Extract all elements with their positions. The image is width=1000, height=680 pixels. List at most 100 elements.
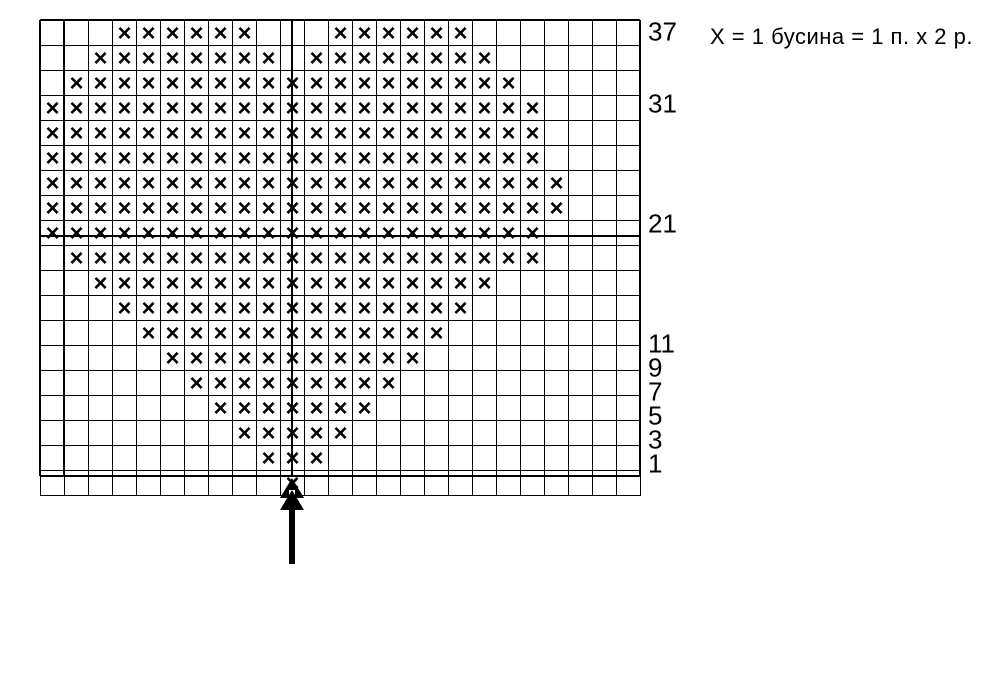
x-mark-icon: × (117, 197, 131, 221)
x-mark-icon: × (501, 222, 515, 246)
grid-cell (617, 296, 641, 321)
x-mark-icon: × (189, 72, 203, 96)
center-arrow-icon (272, 478, 312, 568)
grid-cell (617, 371, 641, 396)
x-mark-icon: × (261, 47, 275, 71)
x-mark-icon: × (285, 97, 299, 121)
x-mark-icon: × (309, 172, 323, 196)
x-mark-icon: × (165, 322, 179, 346)
grid-cell: × (233, 96, 257, 121)
x-mark-icon: × (213, 247, 227, 271)
grid-cell: × (137, 96, 161, 121)
grid-cell: × (209, 171, 233, 196)
x-mark-icon: × (501, 247, 515, 271)
grid-cell (161, 396, 185, 421)
grid-cell: × (521, 146, 545, 171)
grid-cell: × (353, 96, 377, 121)
grid-cell (617, 321, 641, 346)
grid-cell: × (185, 296, 209, 321)
grid-cell (473, 371, 497, 396)
x-mark-icon: × (237, 397, 251, 421)
x-mark-icon: × (453, 122, 467, 146)
grid-cell: × (257, 246, 281, 271)
x-mark-icon: × (357, 197, 371, 221)
grid-cell (569, 146, 593, 171)
x-mark-icon: × (189, 222, 203, 246)
x-mark-icon: × (165, 347, 179, 371)
grid-cell: × (209, 121, 233, 146)
grid-cell: × (233, 221, 257, 246)
grid-cell (281, 46, 305, 71)
x-mark-icon: × (429, 322, 443, 346)
grid-cell: × (257, 196, 281, 221)
grid-cell (65, 21, 89, 46)
grid-cell: × (233, 371, 257, 396)
x-mark-icon: × (429, 222, 443, 246)
x-mark-icon: × (141, 197, 155, 221)
grid-cell (497, 296, 521, 321)
x-mark-icon: × (261, 347, 275, 371)
grid-cell (41, 271, 65, 296)
grid-cell (569, 396, 593, 421)
x-mark-icon: × (141, 247, 155, 271)
x-mark-icon: × (237, 147, 251, 171)
x-mark-icon: × (285, 272, 299, 296)
x-mark-icon: × (477, 172, 491, 196)
grid-cell: × (377, 246, 401, 271)
x-mark-icon: × (237, 197, 251, 221)
x-mark-icon: × (93, 172, 107, 196)
grid-cell: × (185, 321, 209, 346)
grid-cell: × (425, 46, 449, 71)
grid-cell: × (89, 46, 113, 71)
x-mark-icon: × (117, 272, 131, 296)
grid-cell (113, 421, 137, 446)
x-mark-icon: × (237, 247, 251, 271)
x-mark-icon: × (285, 72, 299, 96)
grid-cell: × (329, 321, 353, 346)
grid-cell: × (137, 121, 161, 146)
grid-cell: × (65, 146, 89, 171)
grid-cell: × (401, 346, 425, 371)
grid-cell: × (401, 71, 425, 96)
x-mark-icon: × (453, 97, 467, 121)
x-mark-icon: × (117, 22, 131, 46)
grid-cell: × (113, 21, 137, 46)
grid-cell: × (425, 121, 449, 146)
grid-cell: × (233, 321, 257, 346)
grid-cell (545, 396, 569, 421)
x-mark-icon: × (213, 222, 227, 246)
x-mark-icon: × (525, 172, 539, 196)
x-mark-icon: × (405, 272, 419, 296)
grid-cell: × (89, 171, 113, 196)
x-mark-icon: × (357, 172, 371, 196)
x-mark-icon: × (213, 72, 227, 96)
grid-cell (569, 96, 593, 121)
grid-cell: × (425, 171, 449, 196)
grid-cell: × (353, 321, 377, 346)
grid-cell (593, 46, 617, 71)
grid-cell: × (305, 146, 329, 171)
grid-cell: × (425, 146, 449, 171)
x-mark-icon: × (189, 272, 203, 296)
x-mark-icon: × (333, 72, 347, 96)
grid-cell: × (377, 71, 401, 96)
grid-cell: × (161, 321, 185, 346)
x-mark-icon: × (261, 147, 275, 171)
grid-cell: × (209, 246, 233, 271)
grid-cell (89, 346, 113, 371)
grid-cell (569, 321, 593, 346)
grid-cell: × (329, 196, 353, 221)
grid-cell (545, 371, 569, 396)
grid-cell (137, 421, 161, 446)
x-mark-icon: × (477, 122, 491, 146)
x-mark-icon: × (141, 22, 155, 46)
x-mark-icon: × (117, 247, 131, 271)
grid-cell: × (233, 396, 257, 421)
x-mark-icon: × (405, 22, 419, 46)
row-label: 31 (648, 89, 677, 120)
x-mark-icon: × (117, 147, 131, 171)
x-mark-icon: × (213, 172, 227, 196)
x-mark-icon: × (309, 297, 323, 321)
x-mark-icon: × (309, 222, 323, 246)
grid-cell: × (41, 196, 65, 221)
